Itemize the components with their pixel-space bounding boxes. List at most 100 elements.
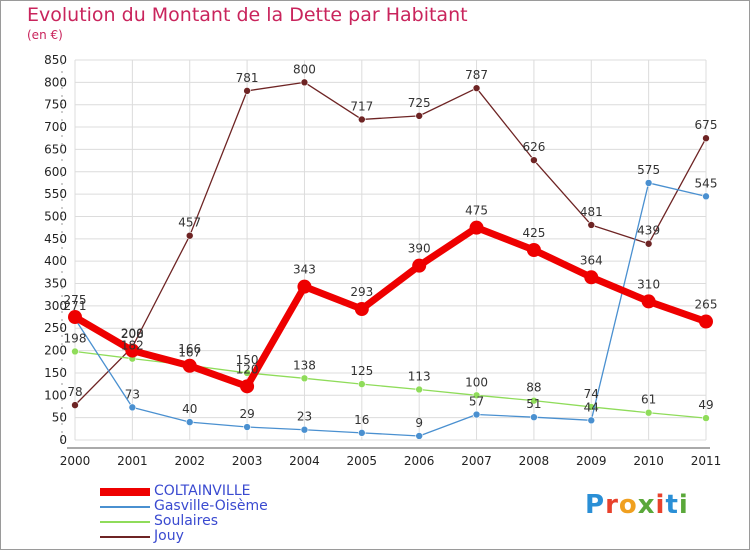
data-point: [71, 347, 79, 356]
data-point: [300, 78, 309, 87]
data-point: [472, 391, 481, 400]
data-label: 425: [522, 226, 545, 240]
data-point: [702, 192, 710, 201]
data-label: 166: [178, 342, 201, 356]
y-tick-label: 100: [44, 388, 67, 402]
legend-item: COLTAINVILLE: [100, 484, 268, 499]
data-point: [68, 310, 82, 325]
y-tick-label: 300: [44, 299, 67, 313]
y-tick-label: 600: [44, 165, 67, 179]
data-point: [702, 134, 710, 143]
data-point: [300, 374, 309, 383]
data-label: 120: [236, 362, 259, 376]
data-label: 725: [408, 96, 431, 110]
data-point: [128, 403, 137, 412]
chart-unit: (en €): [27, 28, 63, 42]
x-tick-label: 2008: [519, 454, 550, 468]
data-label: 675: [695, 118, 718, 132]
y-tick-label: 550: [44, 187, 67, 201]
data-point: [644, 239, 653, 248]
data-label: 271: [64, 299, 87, 313]
series-line: [74, 81, 707, 406]
brand-letter: i: [655, 490, 666, 520]
data-label: 182: [121, 339, 144, 353]
data-point: [415, 112, 423, 120]
x-tick-label: 2005: [347, 454, 378, 468]
data-label: 200: [121, 327, 144, 341]
data-point: [297, 279, 312, 294]
y-tick-label: 350: [44, 277, 67, 291]
data-label: 150: [236, 353, 259, 367]
x-tick-label: 2007: [461, 454, 492, 468]
data-point: [182, 358, 197, 373]
data-point: [243, 87, 251, 95]
brand-letter: o: [618, 490, 638, 520]
data-label: 343: [293, 263, 316, 277]
data-point: [412, 258, 427, 273]
data-label: 9: [415, 416, 423, 430]
legend-label: COLTAINVILLE: [154, 483, 251, 499]
data-point: [358, 115, 366, 124]
data-label: 781: [236, 71, 259, 85]
series-line: [74, 182, 707, 437]
y-tick-label: 650: [44, 142, 67, 156]
data-label: 138: [293, 358, 316, 372]
data-labels: 78 208 457 781 800 717 725 787 626 481 439 675 198 18…: [64, 62, 718, 430]
data-point: [125, 343, 140, 358]
data-label: 800: [293, 62, 316, 76]
data-label: 208: [121, 327, 144, 341]
axes: 0501001502002503003504004505005506006507…: [44, 53, 721, 468]
y-tick-label: 450: [44, 232, 67, 246]
x-tick-label: 2011: [691, 454, 722, 468]
y-tick-label: 700: [44, 120, 67, 134]
x-tick-label: 2000: [60, 454, 91, 468]
legend-label: Jouy: [154, 528, 184, 544]
y-tick-label: 50: [52, 411, 67, 425]
data-label: 78: [67, 385, 82, 399]
series-line: [73, 224, 708, 390]
data-label: 717: [350, 99, 373, 113]
data-label: 125: [350, 364, 373, 378]
data-label: 390: [408, 242, 431, 256]
legend-swatch: [100, 520, 150, 523]
data-label: 57: [469, 395, 484, 409]
data-label: 88: [526, 381, 541, 395]
data-point: [358, 380, 366, 388]
y-tick-label: 800: [44, 75, 67, 89]
brand-logo: Proxiti: [585, 490, 689, 520]
x-tick-label: 2009: [576, 454, 607, 468]
data-point: [702, 414, 710, 422]
x-tick-label: 2010: [633, 454, 664, 468]
data-label: 100: [465, 375, 488, 389]
y-tick-label: 500: [44, 209, 67, 223]
data-point: [530, 396, 538, 405]
data-label: 51: [526, 397, 541, 411]
data-point: [530, 156, 538, 164]
y-tick-label: 200: [44, 344, 67, 358]
data-point: [472, 84, 481, 92]
data-label: 44: [584, 400, 599, 414]
data-point: [240, 379, 255, 394]
data-point: [469, 220, 484, 235]
data-point: [699, 314, 713, 329]
legend-swatch: [100, 487, 150, 496]
data-point: [354, 302, 369, 317]
data-point: [472, 410, 481, 419]
data-label: 575: [637, 163, 660, 177]
brand-letter: t: [665, 490, 679, 520]
y-tick-label: 0: [59, 433, 67, 447]
brand-letter: x: [637, 490, 656, 520]
data-label: 23: [297, 410, 312, 424]
brand-letter: P: [585, 490, 606, 520]
data-label: 293: [350, 285, 373, 299]
data-label: 198: [64, 331, 87, 345]
data-point: [185, 418, 194, 426]
data-label: 113: [408, 369, 431, 383]
data-label: 626: [522, 140, 545, 154]
y-tick-label: 850: [44, 53, 67, 67]
data-point: [526, 243, 541, 257]
data-label: 265: [695, 298, 718, 312]
series-layer: [68, 78, 713, 440]
